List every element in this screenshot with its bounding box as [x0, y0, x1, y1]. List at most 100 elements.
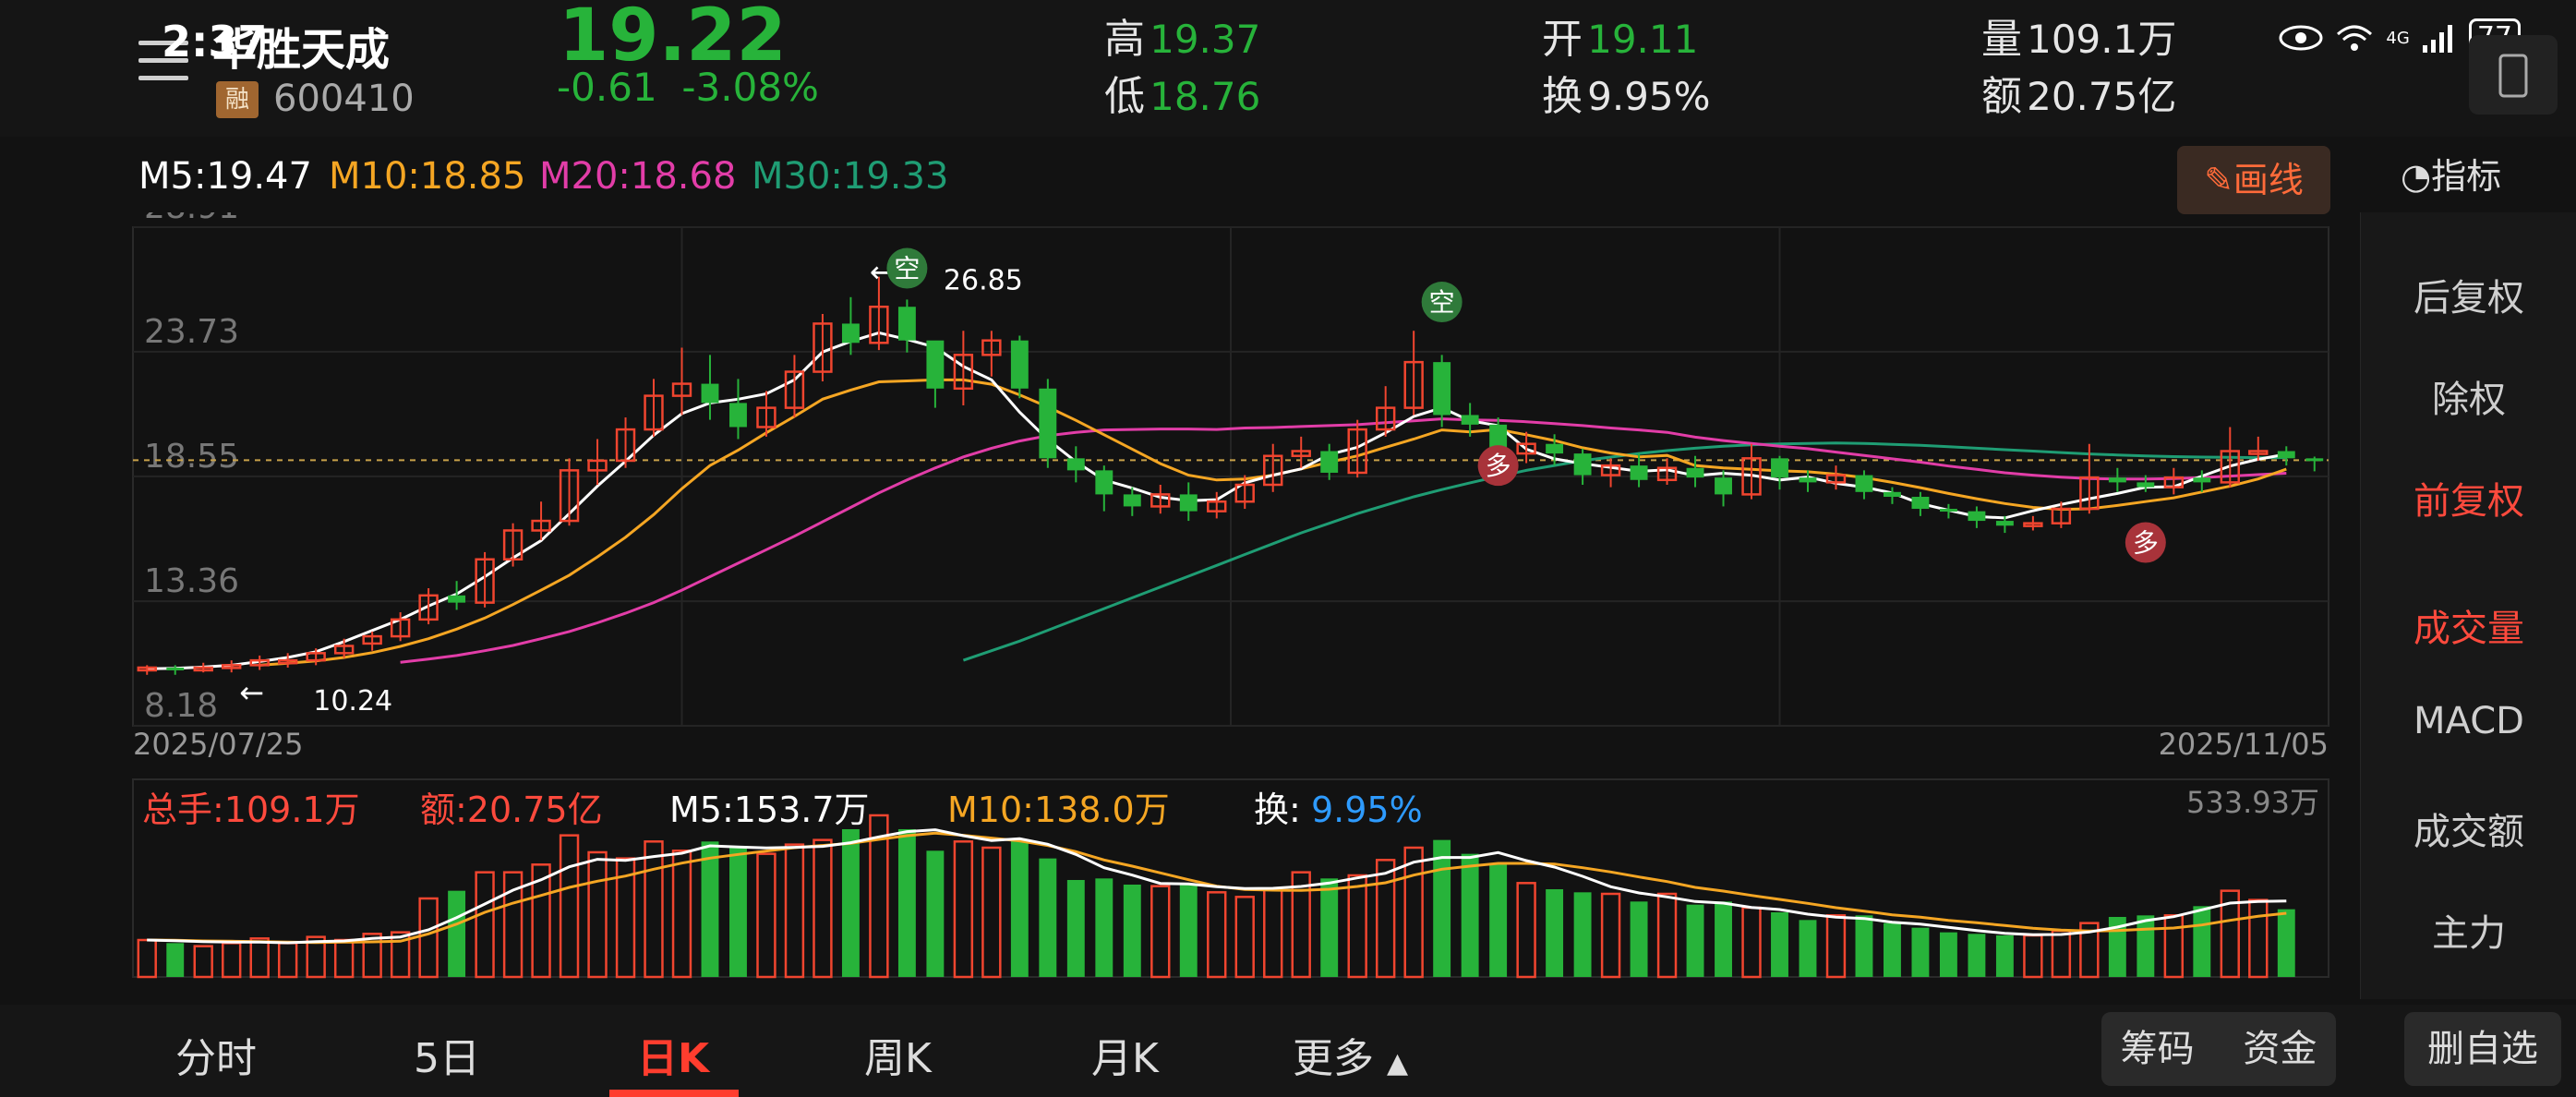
volume-m10: M10:138.0万 [947, 790, 1170, 830]
volume-bar-up [1291, 871, 1311, 979]
candle-body-up [615, 428, 636, 463]
volume-bar-up [981, 846, 1002, 979]
volume-bar-up [390, 931, 411, 979]
candle-body-up [813, 322, 833, 373]
high-value: 19.37 [1150, 17, 1261, 62]
volume-bar-down [1630, 901, 1648, 977]
volume-bar-down [1433, 839, 1451, 977]
high-marker-label: 26.85 [944, 265, 1023, 297]
volume-bar-up [306, 935, 326, 979]
candle-body-down [841, 323, 860, 344]
current-price: 19.22 [559, 0, 787, 78]
ma10-line [259, 378, 2287, 667]
indicator-button[interactable]: ◔指标 [2401, 148, 2501, 199]
side-amount[interactable]: 成交额 [2413, 811, 2524, 853]
side-volume[interactable]: 成交量 [2413, 608, 2524, 650]
volume-bar-up [2079, 922, 2100, 979]
volume-bar-up [1741, 906, 1762, 979]
ma30-legend: M30:19.33 [752, 155, 949, 198]
side-adj-post[interactable]: 后复权 [2413, 277, 2524, 319]
low-row: 低 18.76 [1104, 63, 1260, 122]
quote-header: 2:37 华胜天成 融 600410 19.22 -0.61 -3.08% 高 … [0, 0, 2576, 137]
candle-body-down [1573, 453, 1592, 476]
tab-more-label: 更多 [1293, 1035, 1374, 1082]
candle-body-up [784, 370, 805, 409]
candle-body-up [2163, 476, 2185, 488]
short-signal-badge-label: 空 [1429, 287, 1455, 318]
volume-row: 量 109.1万 [1981, 6, 2176, 65]
high-row: 高 19.37 [1104, 6, 1260, 65]
candle-body-down [1883, 491, 1901, 498]
candle-body-up [2248, 450, 2269, 455]
candle-body-up [756, 406, 776, 428]
speedometer-icon: ◔ [2401, 156, 2432, 197]
x-label-start: 2025/07/25 [133, 727, 303, 762]
volume-bar-up [784, 843, 805, 979]
active-tab-indicator [609, 1090, 739, 1097]
candle-body-down [1066, 458, 1085, 471]
volume-bar-up [869, 814, 889, 979]
open-row: 开 19.11 [1542, 6, 1698, 65]
side-adj-pre[interactable]: 前复权 [2413, 480, 2524, 523]
signal-bars-icon [2422, 25, 2452, 53]
volume-bar-down [1546, 888, 1564, 977]
chips-button[interactable]: 筹码 [2120, 1028, 2195, 1070]
eye-icon [2279, 25, 2323, 51]
candle-body-down [729, 403, 747, 428]
candle-body-down [1095, 470, 1113, 495]
volume-total: 总手:109.1万 [142, 790, 360, 830]
candle-body-down [1686, 467, 1704, 478]
volume-bar-down [1320, 878, 1339, 977]
candle-body-down [448, 595, 466, 603]
draw-line-button[interactable]: ✎画线 [2177, 146, 2330, 214]
side-adj-ex[interactable]: 除权 [2432, 379, 2506, 421]
volume-bar-down [1686, 904, 1704, 977]
stock-code: 600410 [273, 78, 415, 120]
candle-body-down [1855, 475, 1873, 492]
funds-button[interactable]: 资金 [2243, 1028, 2317, 1070]
candle-body-up [1600, 464, 1621, 476]
side-macd[interactable]: MACD [2413, 700, 2524, 742]
volume-bar-down [2193, 906, 2211, 977]
volume-bar-down [1771, 911, 1788, 977]
price-change: -0.61 -3.08% [557, 65, 819, 110]
tab-weekly-k[interactable]: 周K [864, 1035, 932, 1082]
tab-monthly-k[interactable]: 月K [1091, 1035, 1159, 1082]
tab-5day[interactable]: 5日 [414, 1035, 480, 1082]
menu-icon[interactable] [138, 41, 188, 83]
y-tick-label: 8.18 [144, 687, 218, 725]
y-tick-label: 23.73 [144, 313, 239, 351]
candle-body-up [1741, 457, 1762, 496]
candle-body-up [418, 594, 439, 621]
y-tick-label: 18.55 [144, 438, 239, 476]
volume-bar-up [249, 937, 270, 979]
tab-more[interactable]: 更多 ▲ [1293, 1025, 1408, 1084]
volume-value: 109.1万 [2027, 17, 2177, 62]
volume-bar-down [1995, 934, 2014, 977]
volume-bar-down [897, 828, 916, 977]
candle-body-down [1461, 415, 1479, 425]
change-pct: -3.08% [681, 65, 819, 110]
volume-bar-down [701, 841, 719, 977]
candle-body-down [1179, 494, 1198, 512]
short-signal-badge-circle [886, 247, 928, 289]
tab-daily-k[interactable]: 日K [637, 1035, 710, 1082]
volume-bar-up [475, 871, 495, 979]
volume-m5: M5:153.7万 [669, 790, 870, 830]
candle-body-down [166, 667, 185, 670]
remove-watchlist-button[interactable]: 删自选 [2404, 1012, 2561, 1086]
high-label: 高 [1104, 16, 1145, 63]
open-value: 19.11 [1587, 17, 1699, 62]
chip-fund-group: 筹码 资金 [2101, 1012, 2336, 1086]
volume-bar-up [1516, 882, 1536, 979]
candle-body-down [1123, 494, 1141, 507]
candle-body-up [559, 469, 580, 523]
volume-bar-down [1883, 922, 1901, 977]
tab-intraday[interactable]: 分时 [175, 1035, 257, 1082]
phone-icon-button[interactable] [2469, 35, 2558, 115]
ma10-legend: M10:18.85 [329, 155, 526, 198]
side-main-force[interactable]: 主力 [2432, 912, 2506, 955]
volume-turnover: 9.95% [1311, 790, 1423, 830]
candle-body-up [2023, 522, 2043, 527]
